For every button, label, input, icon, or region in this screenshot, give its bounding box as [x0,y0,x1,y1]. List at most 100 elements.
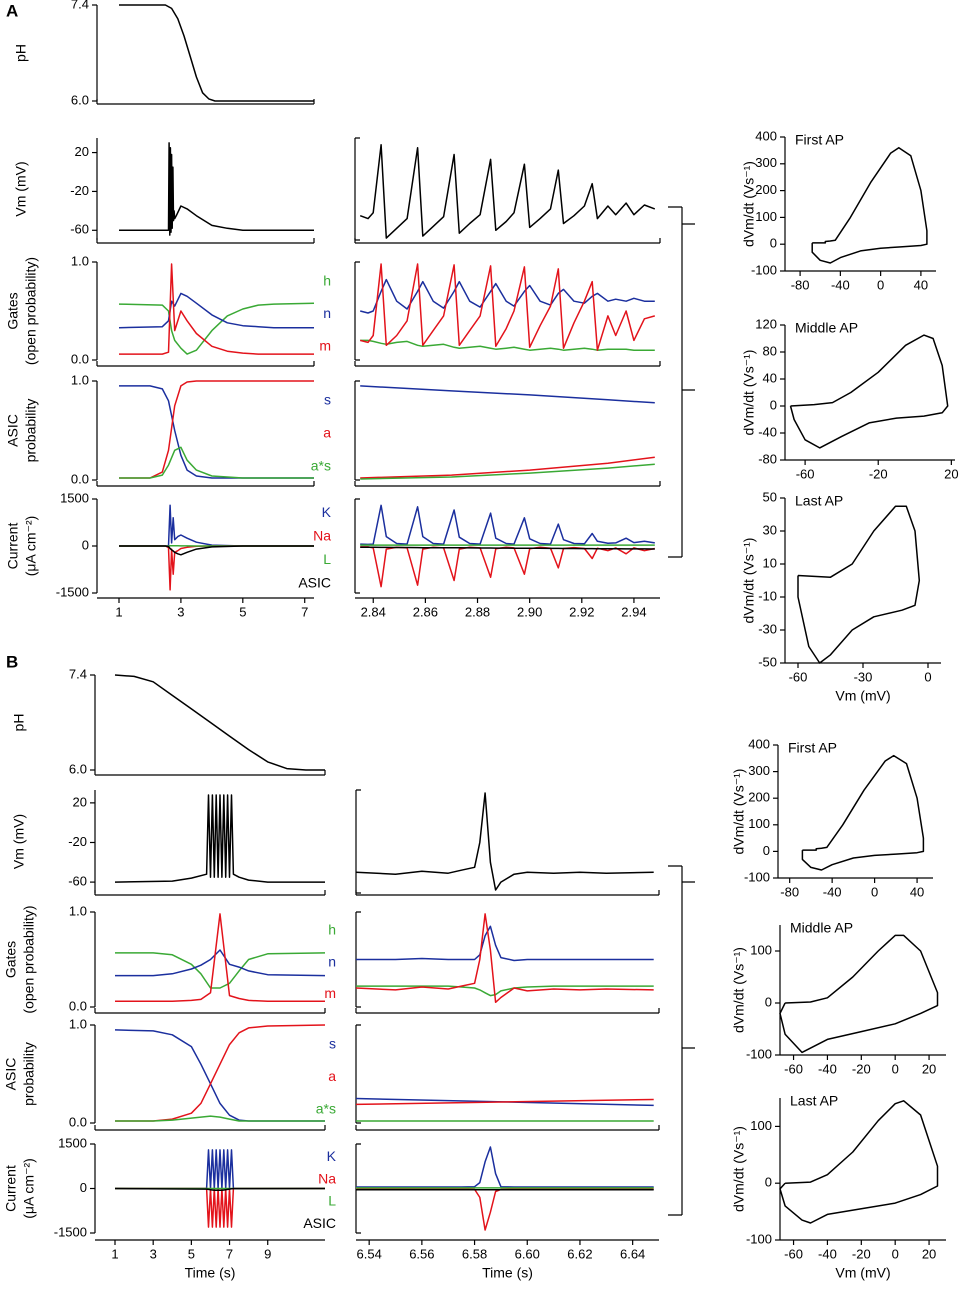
axis-end [356,1125,659,1130]
trace [356,1189,654,1230]
axis-end [95,1125,325,1130]
series-label: a [328,1068,336,1084]
y-axis-label: dVm/dt (Vs⁻¹) [731,947,747,1033]
axis-end [95,890,325,895]
plot-title: Middle AP [795,320,858,336]
panel-label: B [6,652,18,671]
y-tick-label: 0 [770,236,777,251]
series-label: m [319,338,331,354]
x-tick-label: 9 [264,1246,271,1261]
x-tick-label: 0 [877,277,884,292]
axis-end [355,238,660,243]
x-tick-label: 0 [871,884,878,899]
series-label: ASIC [303,1215,336,1231]
x-tick-label: 6.64 [620,1246,645,1261]
panel-chart [356,1025,659,1130]
series-label: L [328,1193,336,1209]
panel-chart [355,138,660,243]
axis-end [355,499,360,593]
axis-end [356,1025,361,1123]
trace [360,340,655,350]
series-label: s [324,392,331,408]
x-tick-label: 2.92 [569,604,594,619]
x-tick-label: 6.54 [357,1246,382,1261]
x-tick-label: 0 [892,1061,899,1076]
trace [360,145,655,238]
series-label: L [323,551,331,567]
axis-end [356,1008,659,1013]
x-axis-label: Vm (mV) [835,688,890,704]
x-tick-label: -60 [796,466,815,481]
trace [780,935,938,1052]
y-tick-label: -1500 [54,1224,87,1239]
y-tick-label: 0.0 [71,471,89,486]
x-axis-label: Vm (mV) [835,1265,890,1281]
plot-title: First AP [795,132,844,148]
x-tick-label: -40 [831,277,850,292]
axis-end [355,138,360,240]
y-tick-label: 7.4 [69,666,87,681]
x-tick-label: 40 [914,277,928,292]
trace [115,675,325,770]
axis-end [95,770,325,775]
y-tick-label: -20 [68,834,87,849]
y-tick-label: -100 [751,262,777,277]
trace [119,381,314,478]
x-tick-label: -20 [869,466,888,481]
trace [360,386,655,403]
y-tick-label: 100 [748,816,770,831]
series-label: K [322,504,332,520]
y-tick-label: 1.0 [71,253,89,268]
y-tick-label: -100 [746,1231,772,1246]
series-label: a*s [311,458,331,474]
x-tick-label: 40 [910,884,924,899]
axis-end [95,1008,325,1013]
x-tick-label: -60 [784,1061,803,1076]
trace [356,1147,654,1187]
y-axis-label: probability [21,1042,37,1106]
trace [360,505,655,544]
y-axis-label: Current [3,1165,19,1212]
series-label: h [323,272,331,288]
x-tick-label: 6.56 [409,1246,434,1261]
x-tick-label: 2.88 [465,604,490,619]
x-tick-label: 5 [188,1246,195,1261]
y-tick-label: -60 [68,874,87,889]
x-tick-label: 5 [239,604,246,619]
x-tick-label: -40 [818,1246,837,1261]
trace [356,793,654,890]
trace [119,447,314,478]
y-tick-label: 0.0 [69,998,87,1013]
y-tick-label: 40 [763,370,777,385]
y-axis-label: Gates [3,941,19,978]
y-tick-label: -50 [758,654,777,669]
y-tick-label: -10 [758,588,777,603]
trace [356,926,654,960]
trace [119,264,314,354]
plot-title: Last AP [795,493,843,509]
y-axis-label: (open probability) [23,257,39,365]
y-axis-label: ASIC [3,1058,19,1091]
trace [119,505,314,546]
x-tick-label: -80 [780,884,799,899]
y-axis-label: dVm/dt (Vs⁻¹) [741,538,757,624]
trace [115,1150,325,1189]
y-axis-label: dVm/dt (Vs⁻¹) [741,350,757,436]
x-tick-label: 6.62 [567,1246,592,1261]
y-axis-label: dVm/dt (Vs⁻¹) [731,1126,747,1212]
y-tick-label: 300 [748,763,770,778]
y-tick-label: 0.0 [69,1114,87,1129]
series-label: K [327,1148,337,1164]
y-tick-label: -30 [758,621,777,636]
y-tick-label: 30 [763,522,777,537]
y-tick-label: 7.4 [71,0,89,11]
panel-label: A [6,1,18,20]
